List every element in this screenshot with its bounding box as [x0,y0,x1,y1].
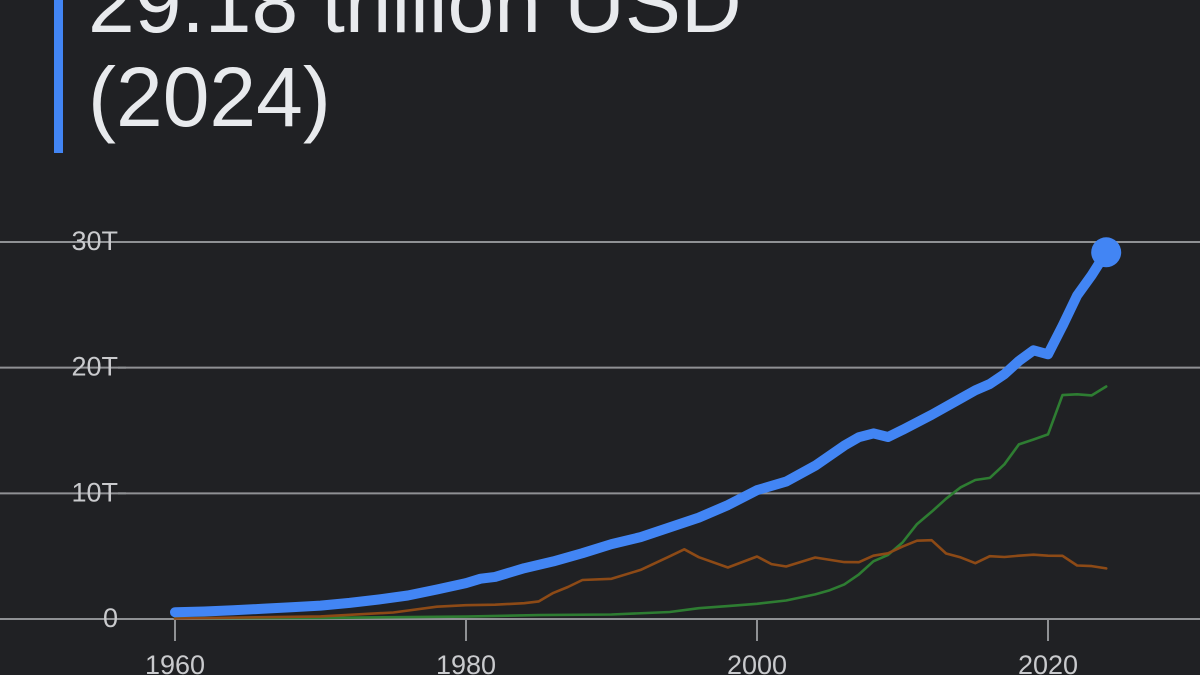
series-end-marker [1091,237,1122,268]
x-axis-ticks: 1960 1980 2000 2020 [145,619,1078,675]
headline-value: 29.18 trillion USD [88,0,742,50]
series-lines [170,237,1122,620]
y-tick-label: 0 [103,603,118,633]
headline: 29.18 trillion USD (2024) [88,0,1148,144]
y-tick-label: 30T [71,226,118,256]
y-tick-label: 20T [71,352,118,382]
accent-bar [54,0,63,153]
x-tick-label: 2020 [1018,650,1078,675]
y-axis-ticks: 0 10T 20T 30T [71,226,126,633]
x-tick-label: 2000 [727,650,787,675]
series-line-highlighted [170,247,1112,618]
headline-year: (2024) [88,50,331,144]
y-tick-label: 10T [71,477,118,507]
series-line-comparison [173,538,1108,620]
x-tick-label: 1960 [145,650,205,675]
grid-lines [0,241,1200,620]
series-line-comparison [173,385,1108,620]
x-tick-label: 1980 [436,650,496,675]
